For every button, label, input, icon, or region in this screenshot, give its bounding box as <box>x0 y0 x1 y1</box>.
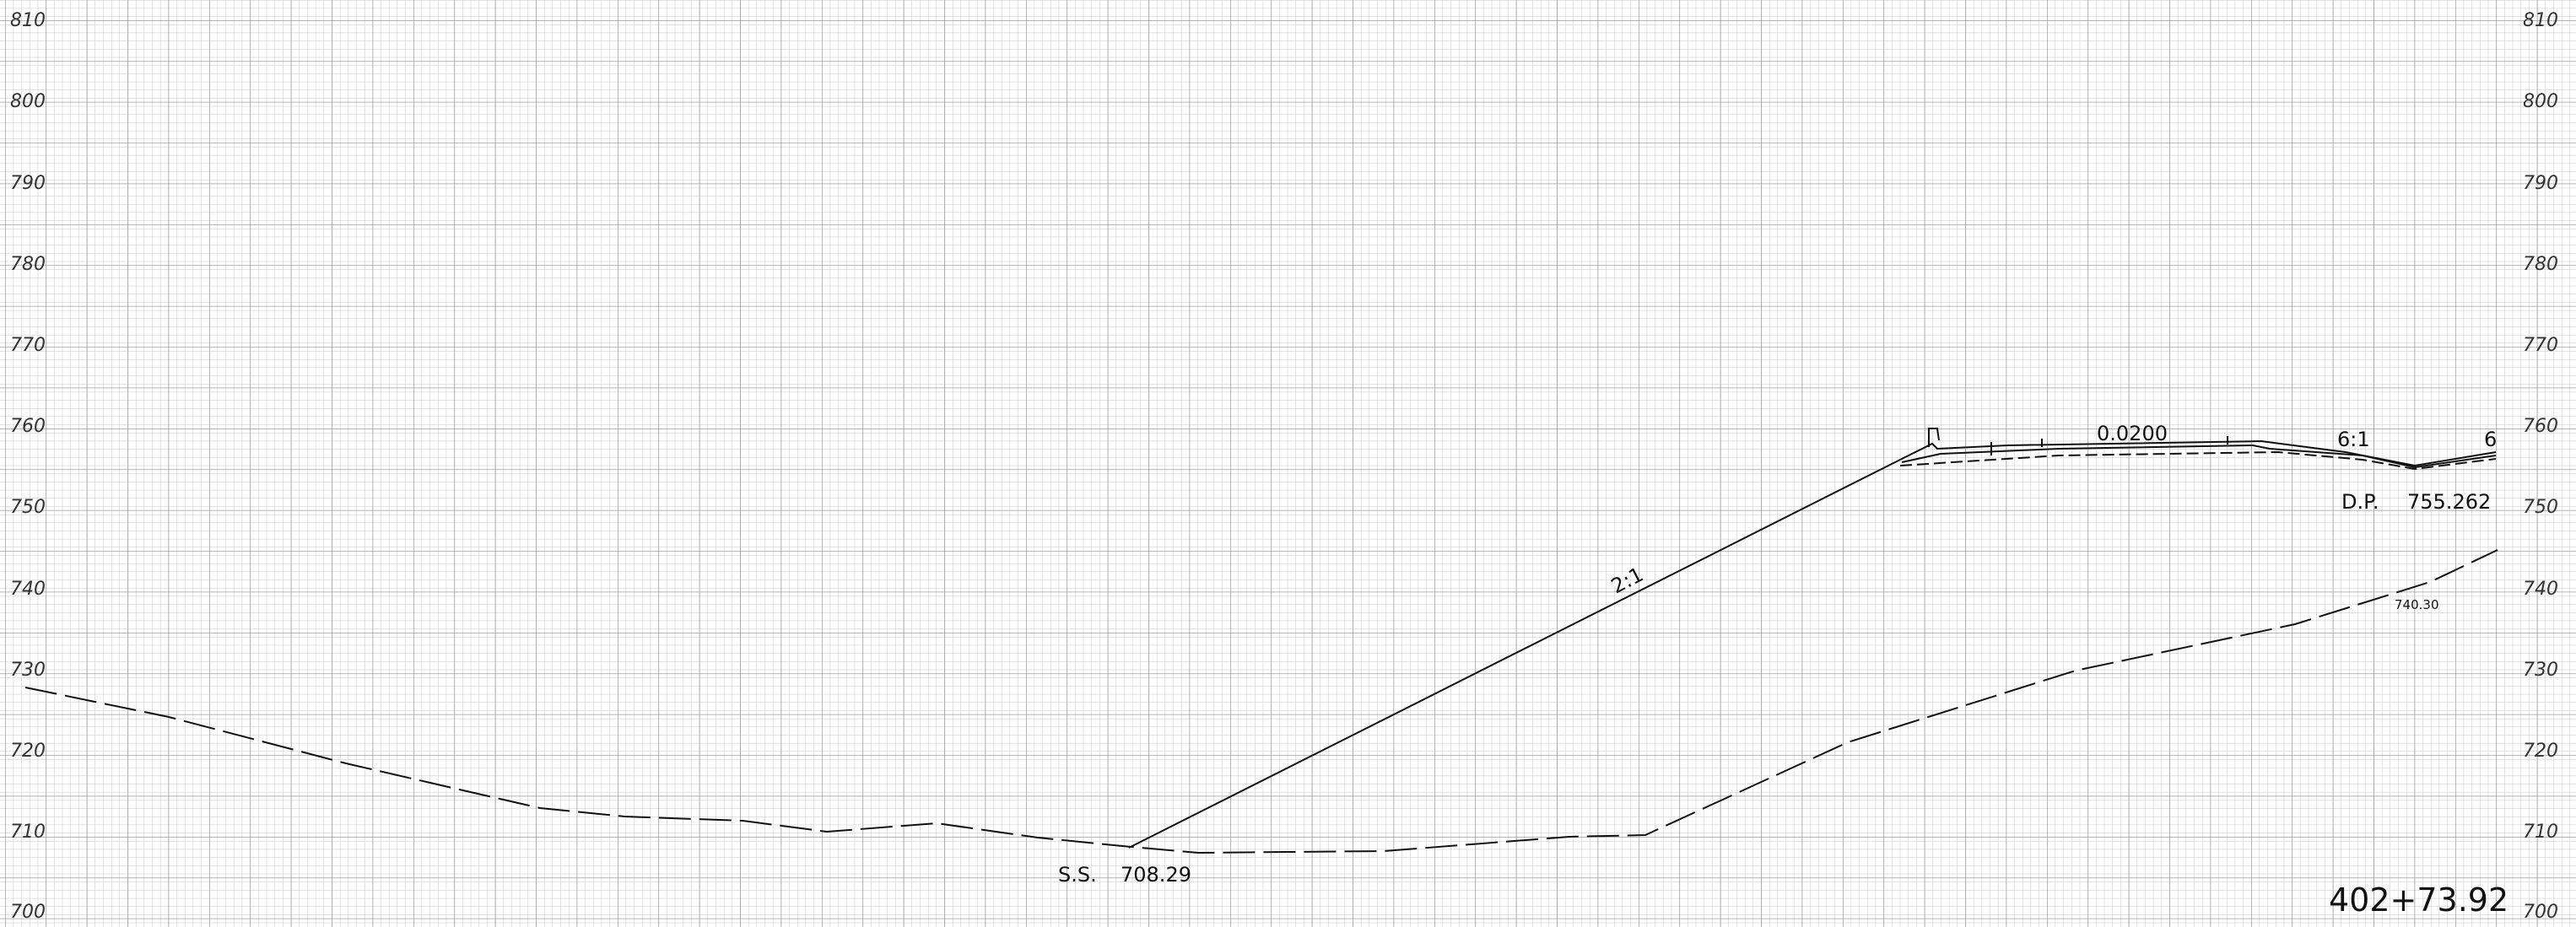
design-point-label: D.P. <box>2341 490 2379 514</box>
elevation-label: 780 <box>10 254 46 275</box>
elevation-label: 750 <box>2523 497 2558 518</box>
design-point-elevation: 755.262 <box>2407 490 2491 514</box>
pavement-surface <box>1899 439 2497 467</box>
elevation-label: 800 <box>10 91 46 112</box>
elevation-label: 770 <box>10 335 46 356</box>
elevation-label: 700 <box>2523 902 2558 923</box>
station-label: 402+73.92 <box>2329 881 2508 919</box>
elevation-label: 780 <box>2523 254 2558 275</box>
elevation-label: 770 <box>2523 335 2558 356</box>
fill-slope-label: 6:1 <box>2337 428 2370 451</box>
existing-ground-line <box>24 549 2498 854</box>
elevation-label: 810 <box>10 10 46 31</box>
elevation-label: 730 <box>2523 660 2558 681</box>
slope-stake-elevation: 708.29 <box>1121 863 1191 887</box>
elevation-axis-right: 810 800 790 780 770 760 750 740 730 720 … <box>2523 10 2558 923</box>
elevation-label: 800 <box>2523 91 2558 112</box>
elevation-label: 740 <box>2523 579 2558 600</box>
curb <box>1928 428 1940 447</box>
elevation-label: 720 <box>2523 741 2558 762</box>
elevation-label: 790 <box>2523 173 2558 194</box>
elevation-label: 790 <box>10 173 46 194</box>
pavement-base <box>1901 444 2497 469</box>
elevation-label: 750 <box>10 497 46 518</box>
elevation-label: 700 <box>10 902 46 923</box>
existing-ground-elevation: 740.30 <box>2395 597 2439 612</box>
elevation-label: 760 <box>2523 416 2558 437</box>
elevation-label: 710 <box>10 822 46 843</box>
slope-stake-label: S.S. <box>1058 863 1097 887</box>
elevation-label: 810 <box>2523 10 2558 31</box>
elevation-label: 760 <box>10 416 46 437</box>
elevation-label: 710 <box>2523 822 2558 843</box>
cut-slope-line <box>1128 459 1901 849</box>
road-template <box>1899 428 2497 471</box>
elevation-label: 740 <box>10 579 46 600</box>
elevation-axis-left: 810 800 790 780 770 760 750 740 730 720 … <box>10 10 46 923</box>
right-slope-label: 6 <box>2484 428 2497 451</box>
elevation-label: 730 <box>10 660 46 681</box>
elevation-label: 720 <box>10 741 46 762</box>
subgrade-dashed <box>1899 450 2497 471</box>
cross-slope-label: 0.0200 <box>2097 422 2168 445</box>
